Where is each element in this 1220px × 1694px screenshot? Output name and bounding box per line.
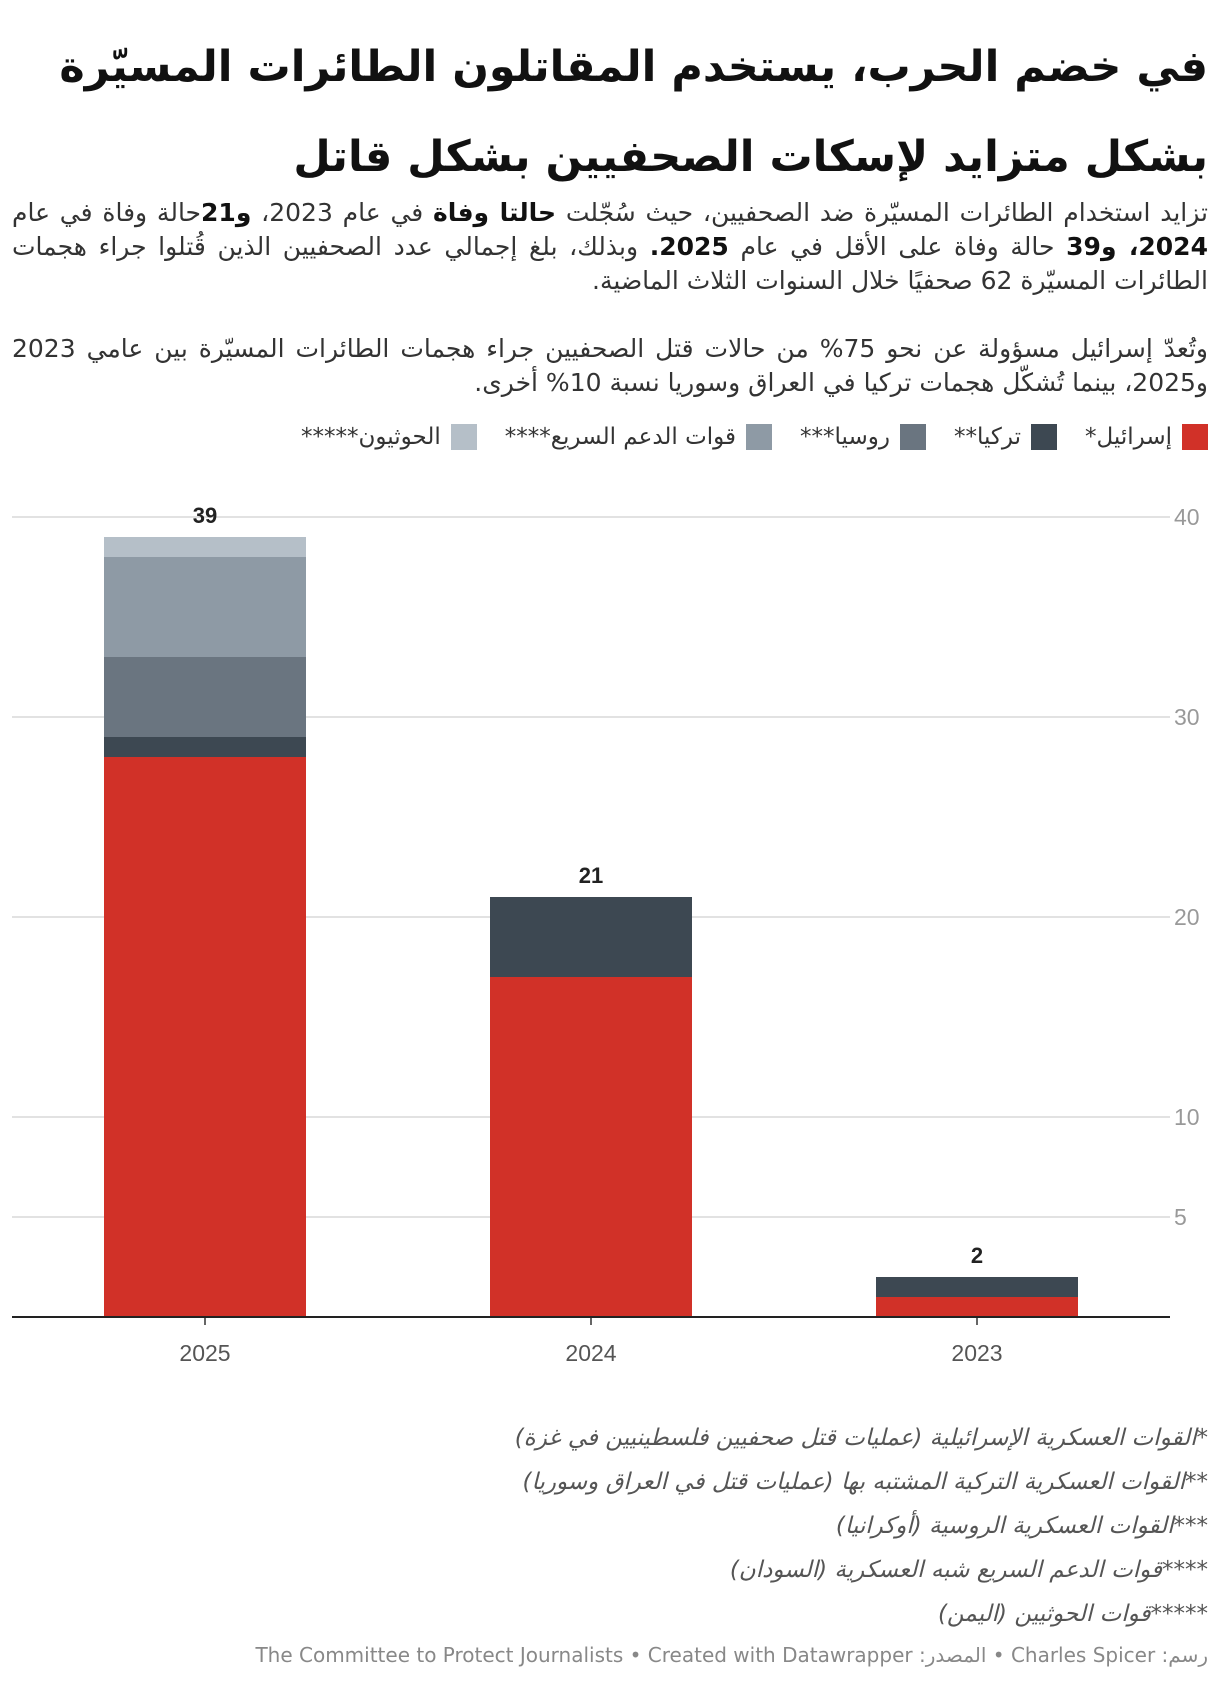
intro-bold: حالتا وفاة (433, 198, 557, 227)
footnote-houthis: *****قوات الحوثيين (اليمن) (937, 1601, 1208, 1627)
bar-chart-svg: 5 10 20 30 40 39 2025 21 2024 2 2023 (12, 503, 1200, 1366)
legend-label: روسيا*** (800, 424, 890, 450)
legend-item-turkey: تركيا** (954, 424, 1057, 450)
y-tick-label: 20 (1174, 904, 1200, 930)
bar-chart: 5 10 20 30 40 39 2025 21 2024 2 2023 (0, 470, 1220, 1370)
legend-item-russia: روسيا*** (800, 424, 926, 450)
intro-text: حالة وفاة في عام (12, 198, 202, 227)
chart-title: في خضم الحرب، يستخدم المقاتلون الطائرات … (59, 42, 1208, 182)
legend-swatch (746, 424, 773, 450)
bar-segment (876, 1277, 1078, 1297)
credit-line: رسم: Charles Spicer • المصدر: The Commit… (255, 1643, 1208, 1667)
footnote-turkey: **القوات العسكرية التركية المشتبه بها (ع… (522, 1469, 1208, 1495)
chart-legend: إسرائيل* تركيا** روسيا*** قوات الدعم الس… (12, 424, 1208, 450)
legend-label: الحوثيون***** (301, 424, 441, 450)
legend-item-israel: إسرائيل* (1085, 424, 1208, 450)
footnote-israel: *القوات العسكرية الإسرائيلية (عمليات قتل… (514, 1425, 1208, 1451)
y-tick-label: 40 (1174, 504, 1200, 530)
bar-segment (876, 1297, 1078, 1317)
intro-text: حالة وفاة على الأقل في عام (728, 232, 1067, 261)
total-label: 2 (971, 1243, 983, 1268)
total-label: 21 (579, 863, 603, 888)
bar-segment (490, 897, 692, 977)
legend-label: إسرائيل* (1084, 424, 1172, 450)
legend-item-rsf: قوات الدعم السريع**** (504, 424, 773, 450)
intro-paragraph-1: تزايد استخدام الطائرات المسيّرة ضد الصحف… (12, 196, 1208, 298)
legend-item-houthis: الحوثيون***** (301, 424, 477, 450)
legend-swatch (899, 424, 926, 450)
bar-segment (104, 557, 306, 657)
y-tick-label: 10 (1174, 1104, 1200, 1130)
intro-bold: 2025. (649, 232, 729, 261)
x-tick-label: 2025 (179, 1340, 230, 1366)
intro-text: تزايد استخدام الطائرات المسيّرة ضد الصحف… (556, 198, 1208, 227)
y-tick-label: 5 (1174, 1204, 1187, 1230)
footnote-russia: ***القوات العسكرية الروسية (أوكرانيا) (835, 1513, 1208, 1539)
legend-label: قوات الدعم السريع**** (504, 424, 737, 450)
bar-segment (104, 537, 306, 557)
legend-swatch (1182, 424, 1208, 450)
intro-paragraph-2: وتُعدّ إسرائيل مسؤولة عن نحو 75% من حالا… (12, 334, 1208, 397)
footnotes: *القوات العسكرية الإسرائيلية (عمليات قتل… (12, 1416, 1208, 1636)
legend-label: تركيا** (953, 424, 1021, 450)
legend-swatch (1030, 424, 1057, 450)
intro-text: في عام 2023، (251, 198, 434, 227)
bar-segment (490, 977, 692, 1317)
intro-bold: و21 (201, 198, 252, 227)
bar-segment (104, 757, 306, 1317)
intro-text: وبذلك، بلغ إجمالي عدد الصحفيين الذين قُت… (12, 232, 1208, 295)
y-tick-label: 30 (1174, 704, 1200, 730)
legend-swatch (450, 424, 477, 450)
x-tick-label: 2023 (951, 1340, 1002, 1366)
bar-segment (104, 737, 306, 757)
total-label: 39 (193, 503, 217, 528)
intro-bold: 2024، و39 (1066, 232, 1208, 261)
x-tick-label: 2024 (565, 1340, 616, 1366)
bar-segment (104, 657, 306, 737)
footnote-rsf: ****قوات الدعم السريع شبه العسكرية (السو… (729, 1557, 1208, 1583)
